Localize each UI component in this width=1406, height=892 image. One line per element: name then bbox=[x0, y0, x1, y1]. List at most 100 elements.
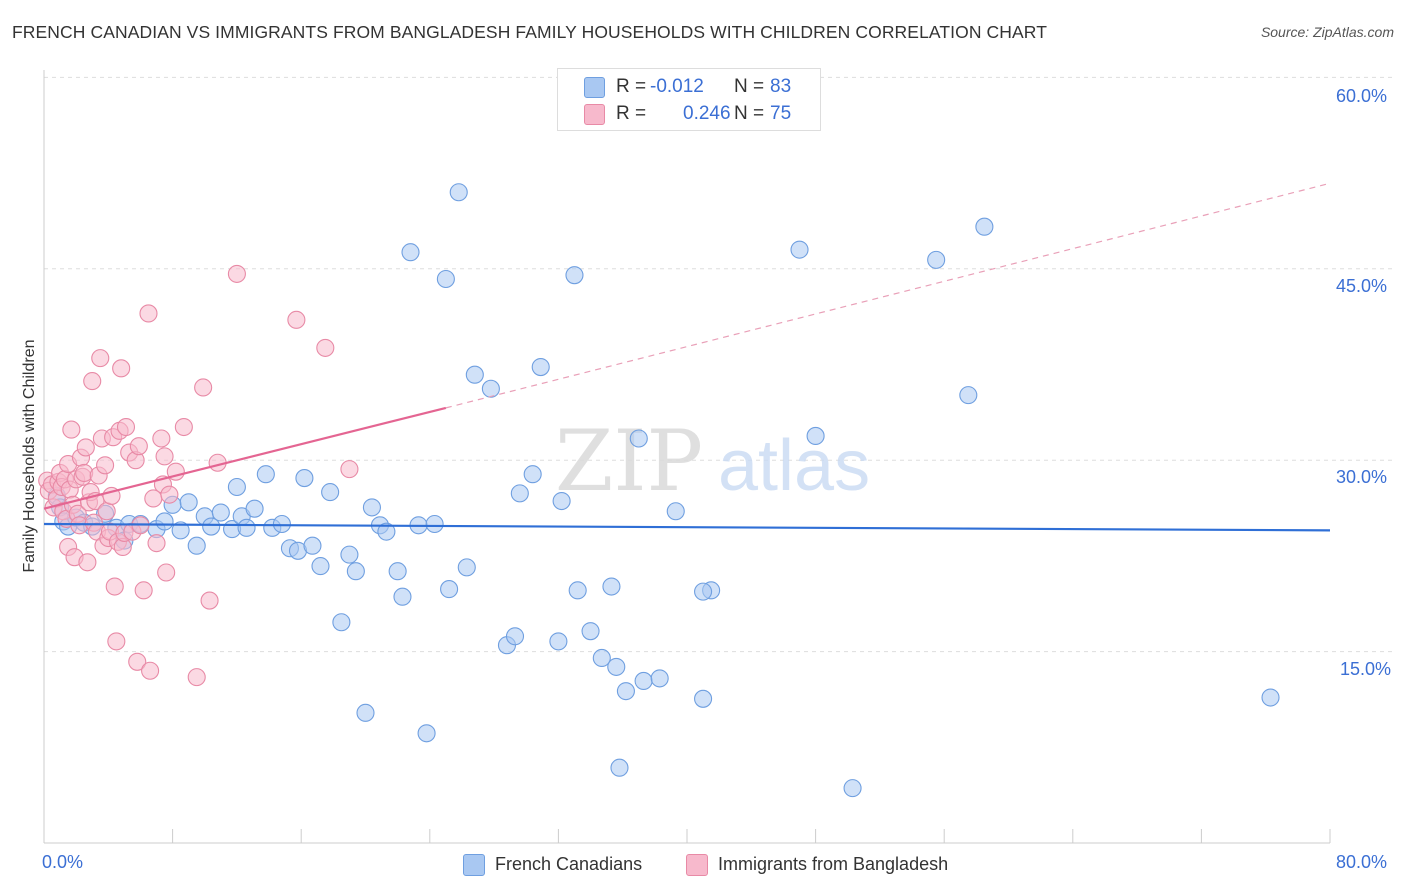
data-point bbox=[76, 438, 95, 457]
data-point bbox=[227, 264, 246, 283]
data-point bbox=[134, 581, 153, 600]
y-tick-30: 30.0% bbox=[1336, 467, 1388, 487]
data-point bbox=[602, 577, 621, 596]
legend-r-value: -0.012 bbox=[650, 76, 704, 97]
data-point bbox=[440, 580, 459, 599]
data-point bbox=[457, 558, 476, 577]
trend-line-french-canadians bbox=[43, 522, 1331, 532]
data-point bbox=[227, 477, 246, 497]
data-point bbox=[565, 266, 584, 285]
data-point bbox=[91, 349, 110, 368]
data-point bbox=[610, 758, 629, 777]
data-point bbox=[465, 365, 484, 384]
legend-swatch-blue bbox=[584, 77, 605, 98]
legend-r-label: R = bbox=[616, 76, 647, 97]
x-tick-min: 0.0% bbox=[42, 852, 84, 872]
axes bbox=[43, 70, 1331, 844]
data-point bbox=[346, 562, 365, 581]
legend-swatch-pink bbox=[584, 104, 605, 125]
data-point bbox=[332, 613, 351, 632]
legend-r-value: 0.246 bbox=[683, 103, 731, 124]
trend-lines bbox=[43, 182, 1331, 532]
data-point bbox=[549, 632, 568, 651]
data-point bbox=[388, 562, 407, 581]
legend-n-value: 75 bbox=[770, 103, 792, 124]
data-point bbox=[531, 358, 550, 377]
data-point bbox=[105, 577, 124, 596]
data-point bbox=[377, 522, 396, 541]
data-point bbox=[155, 512, 174, 531]
data-point bbox=[568, 581, 587, 600]
source-label: Source: ZipAtlas.com bbox=[1260, 24, 1394, 40]
y-tick-60: 60.0% bbox=[1336, 86, 1388, 106]
bottom-legend-swatch-pink bbox=[686, 854, 708, 876]
data-point bbox=[592, 648, 611, 668]
data-point bbox=[356, 703, 375, 722]
x-tick-max: 80.0% bbox=[1336, 852, 1388, 872]
data-point bbox=[179, 493, 198, 512]
watermark-atlas: atlas bbox=[718, 426, 870, 506]
data-point bbox=[83, 372, 102, 391]
data-point bbox=[245, 499, 264, 518]
data-point bbox=[187, 536, 206, 555]
data-point bbox=[694, 582, 713, 601]
data-point bbox=[160, 485, 179, 504]
data-point bbox=[927, 250, 946, 269]
data-point bbox=[393, 587, 412, 606]
data-point bbox=[112, 359, 131, 378]
data-point bbox=[321, 483, 340, 502]
data-point bbox=[401, 243, 420, 262]
data-point bbox=[666, 502, 685, 521]
data-point bbox=[629, 429, 648, 448]
data-point bbox=[139, 304, 158, 323]
legend-n-value: 83 bbox=[770, 76, 792, 97]
data-point bbox=[129, 437, 148, 456]
correlation-legend: R = -0.012 N = 83 R = 0.246 N = 75 bbox=[557, 68, 821, 131]
watermark: ZIP atlas bbox=[555, 412, 870, 510]
legend-n-label: N = bbox=[734, 76, 765, 97]
data-point bbox=[62, 420, 81, 439]
data-point bbox=[141, 661, 160, 680]
data-point bbox=[316, 338, 335, 357]
data-point bbox=[959, 386, 978, 405]
data-point bbox=[650, 669, 669, 688]
data-point bbox=[417, 724, 436, 743]
data-point bbox=[256, 465, 275, 484]
data-point bbox=[362, 498, 381, 517]
data-point bbox=[128, 652, 147, 671]
data-point bbox=[116, 417, 136, 437]
data-point bbox=[157, 563, 176, 582]
data-point bbox=[107, 632, 126, 651]
data-point bbox=[287, 310, 306, 329]
bottom-legend-label: French Canadians bbox=[495, 854, 643, 874]
data-point bbox=[237, 518, 256, 537]
data-point bbox=[152, 429, 171, 448]
data-point bbox=[581, 622, 600, 641]
bottom-legend-label: Immigrants from Bangladesh bbox=[718, 854, 949, 874]
data-point bbox=[194, 378, 213, 397]
data-point bbox=[311, 557, 330, 576]
data-point bbox=[523, 465, 542, 484]
data-point bbox=[425, 514, 444, 534]
series-french-canadians bbox=[47, 183, 1280, 798]
y-tick-15: 15.0% bbox=[1340, 659, 1392, 679]
data-point bbox=[481, 379, 500, 398]
data-point bbox=[607, 657, 626, 676]
data-point bbox=[187, 668, 206, 687]
series-immigrants-bangladesh bbox=[38, 264, 359, 687]
data-point bbox=[155, 447, 174, 466]
gridlines bbox=[44, 76, 1392, 653]
data-point bbox=[436, 269, 455, 289]
data-point bbox=[295, 469, 314, 488]
data-point bbox=[272, 514, 291, 534]
data-point bbox=[97, 502, 116, 521]
data-point bbox=[790, 240, 809, 259]
data-point bbox=[616, 682, 635, 701]
data-point bbox=[303, 536, 322, 555]
data-point bbox=[340, 460, 359, 479]
data-point bbox=[975, 217, 994, 236]
data-point bbox=[200, 591, 219, 610]
data-point bbox=[505, 627, 525, 646]
y-tick-45: 45.0% bbox=[1336, 276, 1388, 296]
